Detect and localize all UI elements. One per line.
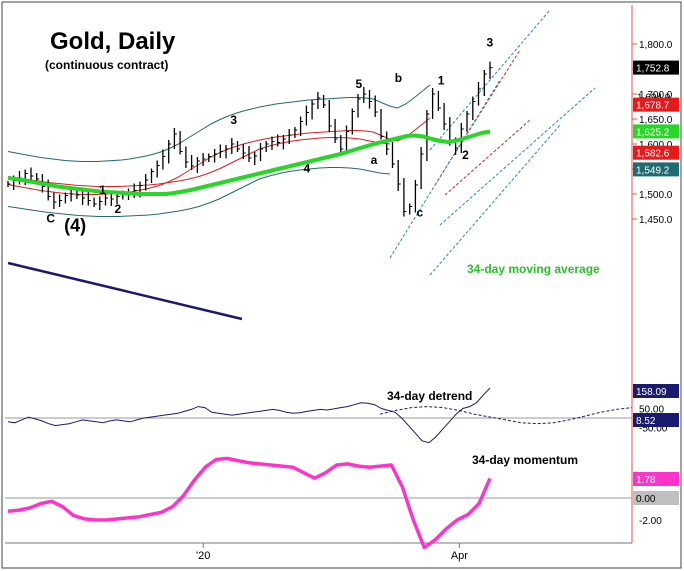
value-tag xyxy=(633,491,679,505)
value-tag-label: 1.78 xyxy=(636,475,656,486)
projection-channel-line xyxy=(439,87,596,226)
value-tag xyxy=(633,384,679,398)
value-tag xyxy=(633,97,679,112)
lower-red-band xyxy=(7,137,391,187)
y-tick-label: 1,450.0 xyxy=(639,215,673,226)
y-tick-label: 1,650.0 xyxy=(639,115,673,126)
momentum-panel: 2.00-2.001.780.00 xyxy=(7,456,679,550)
time-axis: '20 Apr xyxy=(196,543,468,562)
ma-annotation: 34-day moving average xyxy=(467,262,600,276)
wave-label: 2 xyxy=(114,202,121,216)
projection-channel-line xyxy=(429,124,561,276)
y-tick-label: 1,700.0 xyxy=(639,90,673,101)
y-tick-label: 1,600.0 xyxy=(639,140,673,151)
wave-label: 3 xyxy=(487,36,494,50)
momentum-tick-label: -2.00 xyxy=(639,516,662,527)
value-tag-label: 1,752.8 xyxy=(636,64,670,75)
wave-label: 3 xyxy=(230,113,237,127)
upper-envelope-line xyxy=(7,84,431,162)
y-tick-label: 1,500.0 xyxy=(639,190,673,201)
upper-red-band xyxy=(7,117,431,195)
chart-subtitle: (continuous contract) xyxy=(45,58,169,72)
moving-average-line xyxy=(7,129,491,196)
moving-average xyxy=(7,129,491,196)
wave-label: C xyxy=(46,212,55,226)
value-tag-label: 158.09 xyxy=(636,387,667,398)
wave-label: 4 xyxy=(304,162,311,176)
price-bars xyxy=(7,61,493,217)
value-tag xyxy=(633,413,679,427)
wave-label: 2 xyxy=(462,148,469,162)
detrend-line xyxy=(7,387,491,444)
value-tag xyxy=(633,145,679,160)
x-tick-label: Apr xyxy=(451,550,468,562)
value-tag-label: 0.00 xyxy=(636,494,656,505)
trendlines xyxy=(7,261,243,321)
y-tick-label: 1,800.0 xyxy=(639,40,673,51)
x-tick-label: '20 xyxy=(196,550,210,562)
wave-label: c xyxy=(416,206,423,220)
momentum-title: 34-day momentum xyxy=(472,453,578,467)
wave-label: 1 xyxy=(438,74,445,88)
wave-label: b xyxy=(395,71,402,85)
value-tag-label: 1,625.2 xyxy=(636,127,670,138)
detrend-title: 34-day detrend xyxy=(387,389,472,403)
detrend-tick-label: 50.00 xyxy=(639,405,664,416)
value-tag-label: 1,582.6 xyxy=(636,149,670,160)
chart-title: Gold, Daily xyxy=(50,28,176,55)
value-tag-label: 1,678.7 xyxy=(636,101,670,112)
value-tag-label: 8.52 xyxy=(636,416,656,427)
wave-label: a xyxy=(371,153,378,167)
value-tag xyxy=(633,124,679,139)
detrend-tick-label: -50.00 xyxy=(639,424,668,435)
detrend-projection-line xyxy=(379,406,633,425)
detrend-panel: 50.00 -50.00 158.09 8.52 xyxy=(7,384,679,444)
value-tag xyxy=(633,472,679,486)
downtrend-line xyxy=(7,261,243,321)
price-envelopes xyxy=(7,9,596,276)
value-tag-label: 1,549.2 xyxy=(636,165,670,176)
wave-label: 1 xyxy=(99,183,106,197)
wave-label: 5 xyxy=(355,77,362,91)
price-value-tags: 1,694.91,752.81,678.71,625.21,582.61,549… xyxy=(633,60,679,177)
wave-label: (4) xyxy=(64,216,86,236)
value-tag xyxy=(633,60,679,75)
projection-channel-line xyxy=(444,119,531,196)
lower-envelope-line xyxy=(7,167,391,217)
momentum-line xyxy=(7,456,492,550)
value-tag xyxy=(633,162,679,177)
